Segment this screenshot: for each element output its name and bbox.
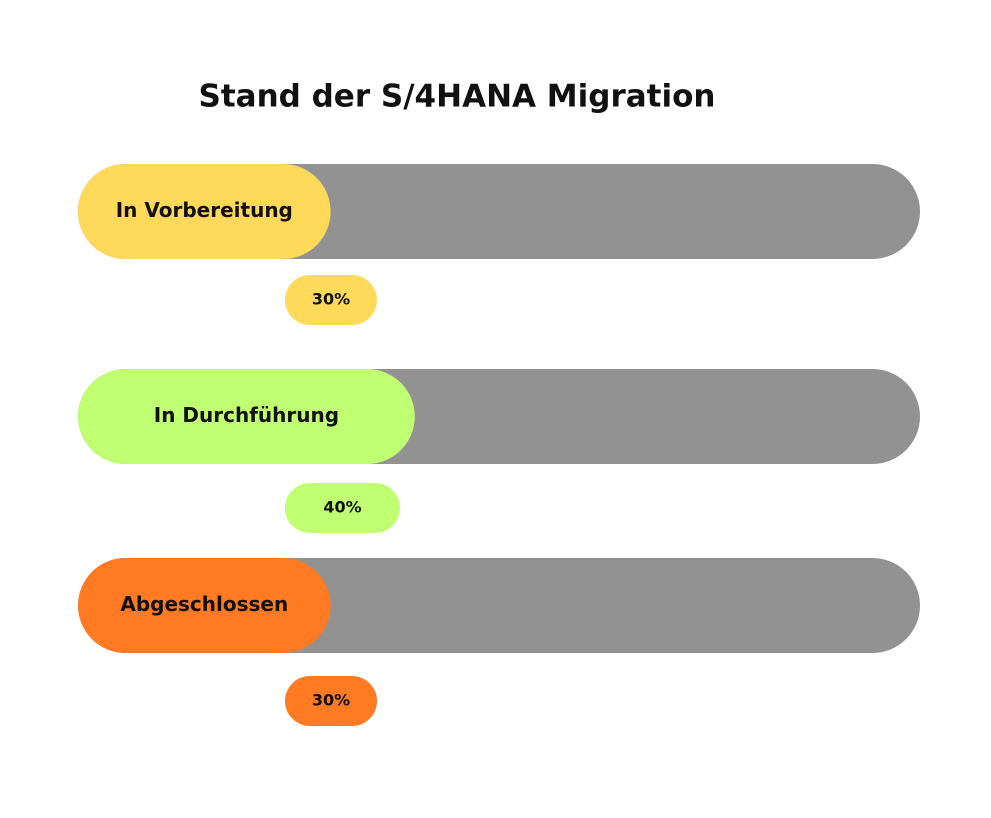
value-label: 30% xyxy=(312,691,350,710)
value-pill xyxy=(285,676,377,726)
bar xyxy=(78,369,415,464)
value-pill xyxy=(285,483,400,533)
value-label: 40% xyxy=(323,498,361,517)
category-label: Abgeschlossen xyxy=(120,592,288,616)
value-label: 30% xyxy=(312,290,350,309)
bar xyxy=(78,558,331,653)
value-pill xyxy=(285,275,377,325)
bar xyxy=(78,164,331,259)
chart-title: Stand der S/4HANA Migration xyxy=(199,79,716,115)
category-label: In Vorbereitung xyxy=(116,198,293,222)
category-label: In Durchführung xyxy=(154,403,339,427)
